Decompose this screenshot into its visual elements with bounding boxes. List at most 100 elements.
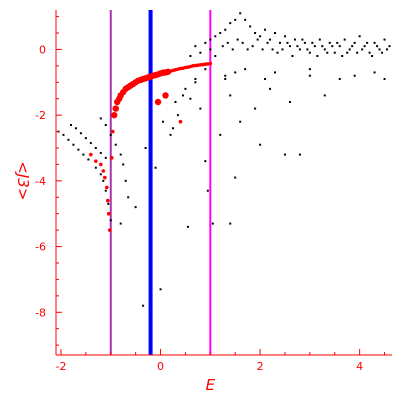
data-point xyxy=(224,28,227,31)
data-point xyxy=(383,78,386,80)
data-point xyxy=(356,51,359,54)
data-point xyxy=(244,18,247,21)
data-point xyxy=(199,107,202,110)
vertical-lines xyxy=(109,10,212,355)
data-point xyxy=(199,51,202,54)
x-tick-label: 4 xyxy=(356,360,363,373)
data-point xyxy=(333,51,336,54)
data-point xyxy=(323,94,326,97)
data-point xyxy=(229,222,232,225)
data-point xyxy=(358,35,361,38)
data-point xyxy=(244,68,247,71)
data-point xyxy=(74,127,77,130)
data-point xyxy=(239,12,242,15)
data-point xyxy=(154,166,157,169)
data-point xyxy=(99,151,102,154)
series-black-points xyxy=(57,12,391,307)
data-point xyxy=(109,219,112,222)
data-point xyxy=(293,38,296,41)
data-point xyxy=(142,304,145,307)
data-point xyxy=(264,78,267,80)
data-point xyxy=(219,133,222,136)
data-point xyxy=(269,87,272,90)
data-point xyxy=(106,211,111,216)
data-point xyxy=(162,120,165,123)
data-point xyxy=(269,38,272,41)
data-point xyxy=(251,45,254,48)
data-point xyxy=(171,127,174,130)
data-point xyxy=(239,120,242,123)
data-point xyxy=(276,51,279,54)
data-point xyxy=(291,55,294,57)
data-point xyxy=(346,51,349,54)
data-point xyxy=(204,68,207,71)
data-point xyxy=(328,41,331,44)
data-point xyxy=(236,38,239,41)
data-point xyxy=(224,74,227,77)
data-point xyxy=(281,48,284,51)
data-point xyxy=(353,41,356,44)
data-point xyxy=(288,45,291,48)
data-point xyxy=(82,153,85,156)
data-point xyxy=(221,45,224,48)
data-point xyxy=(373,71,376,74)
data-point xyxy=(111,111,118,119)
data-point xyxy=(208,61,213,66)
data-point xyxy=(318,38,321,41)
data-point xyxy=(94,166,97,169)
data-point xyxy=(189,55,192,57)
data-point xyxy=(204,41,207,44)
data-point xyxy=(254,32,257,34)
data-point xyxy=(186,225,189,228)
data-point xyxy=(224,78,227,80)
data-point xyxy=(104,189,107,192)
data-point xyxy=(214,55,217,57)
data-point xyxy=(256,38,259,41)
data-point xyxy=(274,71,277,74)
data-point xyxy=(119,222,122,225)
data-point xyxy=(361,48,364,51)
data-point xyxy=(176,114,179,117)
data-point xyxy=(178,119,183,124)
data-point xyxy=(303,41,306,44)
data-point xyxy=(271,48,274,51)
data-point xyxy=(194,81,197,84)
data-point xyxy=(107,228,112,232)
data-point xyxy=(181,94,184,97)
data-point xyxy=(326,51,329,54)
data-point xyxy=(209,38,212,41)
data-point xyxy=(363,45,366,48)
data-point xyxy=(162,92,169,99)
data-point xyxy=(249,25,252,28)
data-point xyxy=(194,45,197,48)
data-point xyxy=(104,124,107,126)
data-point xyxy=(264,28,267,31)
data-point xyxy=(219,32,222,34)
data-point xyxy=(169,133,172,136)
data-point xyxy=(388,45,391,48)
data-point xyxy=(154,98,162,106)
data-point xyxy=(77,148,80,151)
data-point xyxy=(104,185,109,190)
data-point xyxy=(209,48,212,51)
data-point xyxy=(102,179,105,182)
data-point xyxy=(283,153,286,156)
data-point xyxy=(67,138,70,141)
data-point xyxy=(296,45,299,48)
data-point xyxy=(89,152,93,157)
data-point xyxy=(323,48,326,51)
data-point xyxy=(119,153,122,156)
x-tick-label: 0 xyxy=(157,360,164,373)
data-point xyxy=(102,175,107,180)
y-tick-label: -4 xyxy=(35,175,46,188)
data-point xyxy=(94,159,98,163)
data-point xyxy=(313,45,316,48)
data-point xyxy=(109,133,112,136)
data-point xyxy=(371,55,374,57)
data-point xyxy=(308,68,311,71)
data-point xyxy=(373,41,376,44)
data-point xyxy=(381,51,384,54)
y-tick-label: -2 xyxy=(35,109,46,122)
data-point xyxy=(84,137,87,140)
